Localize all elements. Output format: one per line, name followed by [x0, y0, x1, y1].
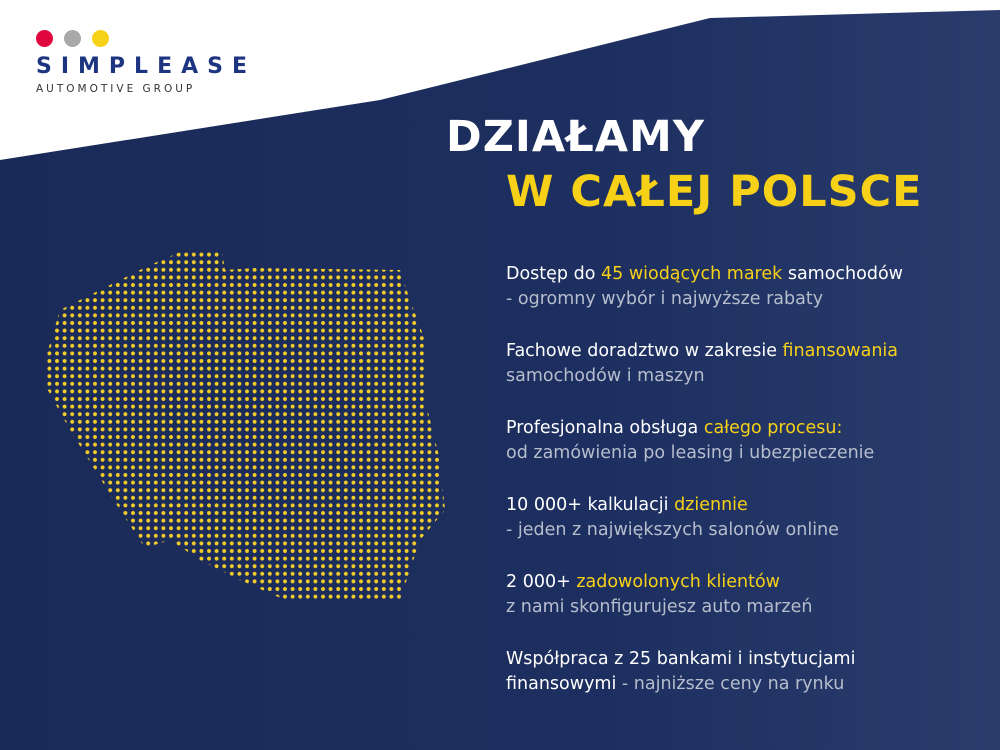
feature-subtext: - ogromny wybór i najwyższe rabaty — [506, 289, 824, 309]
feature-list: Dostęp do 45 wiodących marek samochodów … — [506, 262, 976, 724]
headline-line2: W CAŁEJ POLSCE — [506, 167, 923, 217]
feature-highlight: zadowolonych klientów — [576, 572, 780, 592]
feature-text: Dostęp do — [506, 264, 601, 284]
feature-item: 2 000+ zadowolonych klientów z nami skon… — [506, 570, 976, 620]
feature-text: samochodów — [782, 264, 903, 284]
logo-dot-yellow — [92, 30, 109, 47]
feature-highlight: finansowania — [782, 341, 898, 361]
logo-tagline: AUTOMOTIVE GROUP — [36, 83, 196, 95]
feature-text: finansowymi — [506, 674, 617, 694]
logo-dot-red — [36, 30, 53, 47]
feature-text: 2 000+ — [506, 572, 577, 592]
headline-line1: DZIAŁAMY — [446, 112, 705, 162]
feature-item: 10 000+ kalkulacji dziennie - jeden z na… — [506, 493, 976, 543]
logo-brand: SIMPLEASE — [36, 54, 256, 79]
feature-item: Dostęp do 45 wiodących marek samochodów … — [506, 262, 976, 312]
feature-text: Profesjonalna obsługa — [506, 418, 704, 438]
feature-text: 10 000+ kalkulacji — [506, 495, 675, 515]
feature-subtext: samochodów i maszyn — [506, 366, 705, 386]
feature-subtext: z nami skonfigurujesz auto marzeń — [506, 597, 813, 617]
feature-highlight: dziennie — [674, 495, 748, 515]
poland-dotted-map-icon — [45, 250, 445, 600]
feature-text: Współpraca z 25 bankami i instytucjami — [506, 649, 856, 669]
feature-subtext: - jeden z największych salonów online — [506, 520, 839, 540]
feature-subtext: - najniższe ceny na rynku — [616, 674, 845, 694]
feature-subtext: od zamówienia po leasing i ubezpieczenie — [506, 443, 875, 463]
feature-item: Fachowe doradztwo w zakresie finansowani… — [506, 339, 976, 389]
feature-highlight: 45 wiodących marek — [600, 264, 783, 284]
feature-item: Profesjonalna obsługa całego procesu: od… — [506, 416, 976, 466]
logo-dot-gray — [64, 30, 81, 47]
feature-text: Fachowe doradztwo w zakresie — [506, 341, 783, 361]
feature-highlight: całego procesu: — [703, 418, 843, 438]
simplease-logo: SIMPLEASE AUTOMOTIVE GROUP — [36, 30, 256, 95]
feature-item: Współpraca z 25 bankami i instytucjami f… — [506, 647, 976, 697]
